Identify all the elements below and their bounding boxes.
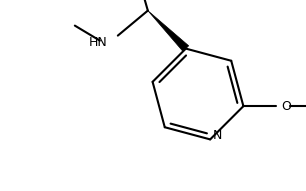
Text: HN: HN bbox=[89, 36, 108, 49]
Text: N: N bbox=[213, 129, 222, 142]
Text: O: O bbox=[282, 100, 291, 113]
Polygon shape bbox=[148, 11, 189, 51]
